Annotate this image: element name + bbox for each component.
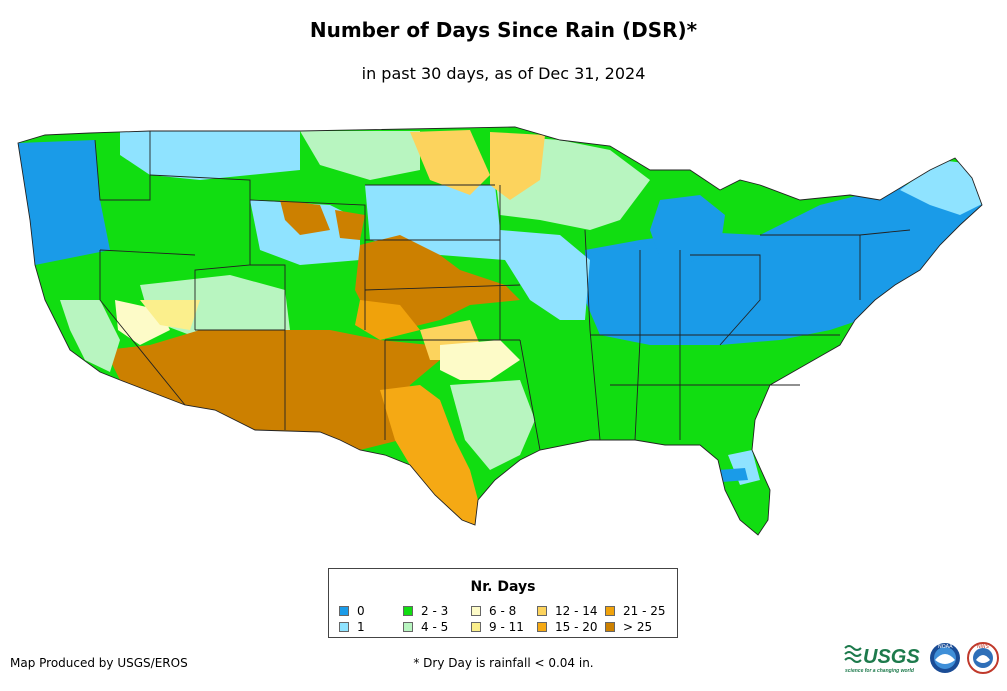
legend-item-15-20: 15 - 20 [537,620,598,634]
legend-label: 6 - 8 [489,604,517,618]
legend-item-1: 1 [339,620,365,634]
legend-swatch [537,606,547,616]
legend-swatch [605,606,615,616]
usgs-logo: USGS science for a changing world [844,645,920,674]
nws-logo-text: NWS [977,644,989,650]
legend-title: Nr. Days [470,579,536,595]
legend-swatch [339,606,349,616]
legend-swatch [471,622,481,632]
legend-swatch [605,622,615,632]
legend-swatch [403,606,413,616]
legend-item-9-11: 9 - 11 [471,620,524,634]
nws-logo: NWS [967,642,999,674]
legend-label: 0 [357,604,365,618]
legend-swatch [537,622,547,632]
legend-label: 1 [357,620,365,634]
dsr-color-regions [18,127,982,535]
legend: Nr. Days 0 1 2 - 3 4 - 5 6 - 8 9 - 11 12… [328,568,678,638]
legend-swatch [339,622,349,632]
legend-label: 2 - 3 [421,604,449,618]
legend-item-4-5: 4 - 5 [403,620,448,634]
legend-label: 21 - 25 [623,604,666,618]
legend-item-6-8: 6 - 8 [471,604,516,618]
legend-label: > 25 [623,620,653,634]
usgs-logo-tagline: science for a changing world [845,668,915,674]
legend-item-0: 0 [339,604,365,618]
agency-logos: USGS science for a changing world NOAA N… [844,642,999,674]
usgs-logo-text: USGS [863,646,920,668]
dry-day-footnote: * Dry Day is rainfall < 0.04 in. [413,656,594,670]
legend-item-gt-25: > 25 [605,620,652,634]
legend-label: 4 - 5 [421,620,449,634]
map-credit: Map Produced by USGS/EROS [10,656,188,670]
legend-swatch [471,606,481,616]
legend-label: 9 - 11 [489,620,524,634]
legend-label: 15 - 20 [555,620,598,634]
legend-item-2-3: 2 - 3 [403,604,448,618]
legend-label: 12 - 14 [555,604,598,618]
noaa-logo: NOAA [930,643,960,673]
legend-item-21-25: 21 - 25 [605,604,666,618]
noaa-logo-text: NOAA [938,644,953,650]
legend-swatch [403,622,413,632]
state-borders [17,126,983,536]
map-title: Number of Days Since Rain (DSR)* [309,18,698,42]
us-map [17,126,983,536]
map-subtitle: in past 30 days, as of Dec 31, 2024 [361,64,646,83]
legend-item-12-14: 12 - 14 [537,604,598,618]
